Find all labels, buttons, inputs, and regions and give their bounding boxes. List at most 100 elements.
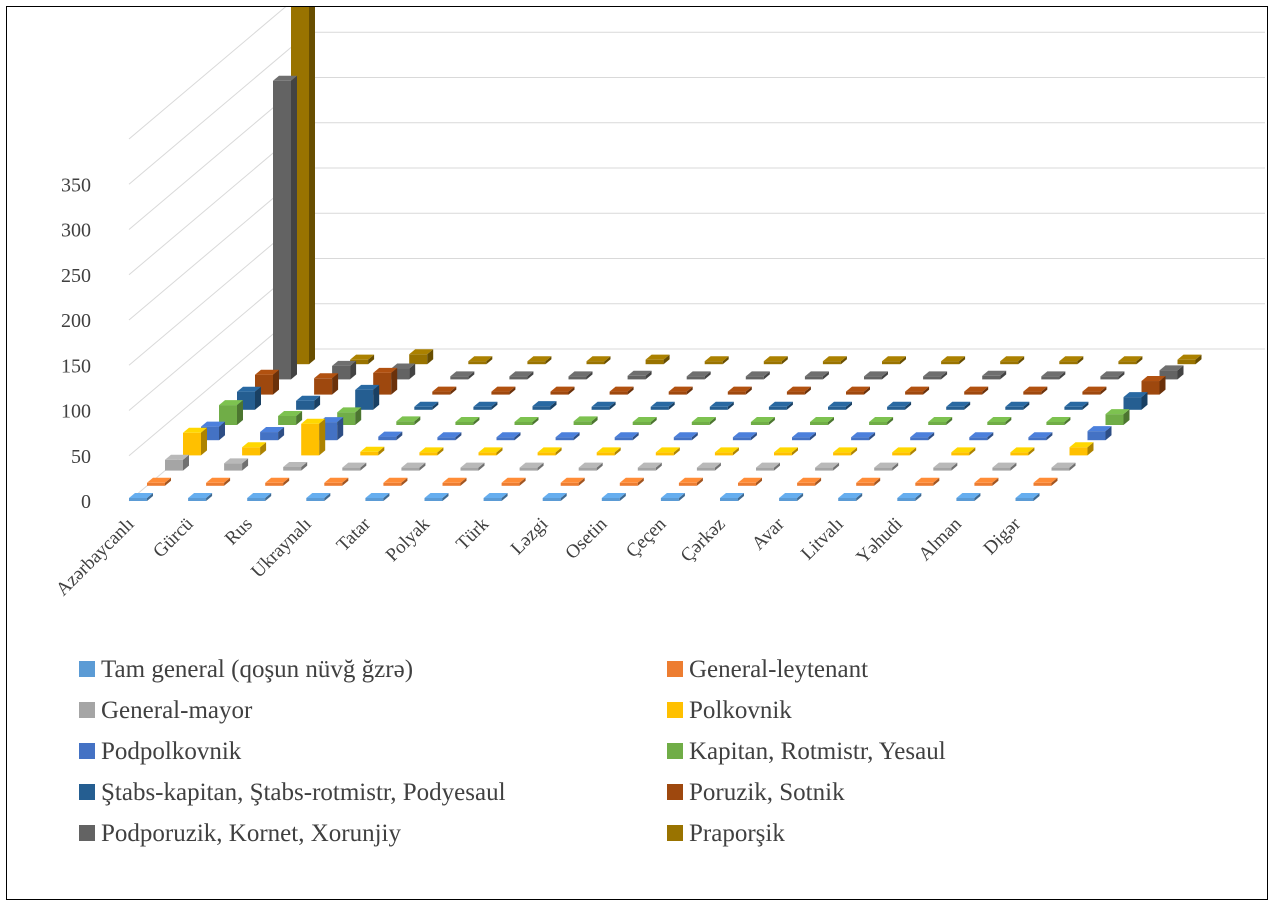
bar <box>941 356 966 365</box>
bar <box>542 493 567 501</box>
bar <box>1033 477 1058 486</box>
bar <box>1051 462 1076 471</box>
bar <box>951 447 976 456</box>
bar <box>1105 409 1130 425</box>
bar <box>815 462 840 471</box>
bar <box>424 493 449 501</box>
legend-label: General-leytenant <box>689 656 868 683</box>
legend-swatch <box>79 743 95 759</box>
legend-label: Praporşik <box>689 820 785 847</box>
bar <box>129 493 153 501</box>
bar <box>1010 447 1035 456</box>
bar <box>473 401 498 410</box>
bar <box>1069 442 1094 456</box>
bar <box>147 477 171 486</box>
bar <box>874 462 899 471</box>
bar <box>550 386 575 395</box>
y-tick-label: 250 <box>61 265 91 287</box>
bar <box>260 427 285 441</box>
bar <box>838 493 863 501</box>
bar <box>401 462 426 471</box>
bar <box>738 477 762 486</box>
legend-swatch <box>667 702 683 718</box>
x-tick-label: Gürcü <box>149 513 198 562</box>
bar <box>591 401 616 410</box>
bar <box>910 432 935 441</box>
x-tick-label: Litvalı <box>797 514 848 565</box>
bar <box>982 370 1007 380</box>
bar <box>869 417 894 425</box>
legend-label: Podpolkovnik <box>101 738 242 765</box>
bar <box>1159 365 1184 380</box>
x-tick-label: Alman <box>915 513 967 565</box>
bar <box>864 371 888 380</box>
gridline <box>128 7 287 140</box>
bar <box>183 427 207 456</box>
bar <box>365 493 390 501</box>
bar <box>1123 392 1148 410</box>
legend-label: Tam general (qoşun nüvğ ğzrə) <box>101 656 413 683</box>
bar <box>1005 401 1030 410</box>
bar <box>555 432 580 441</box>
bar <box>732 432 757 441</box>
bar <box>964 386 989 395</box>
bar <box>637 462 662 471</box>
y-tick-label: 200 <box>61 310 91 332</box>
x-tick-label: Rus <box>221 514 257 550</box>
y-tick-label: 0 <box>81 491 91 513</box>
bar <box>419 447 444 456</box>
legend-item: Podporuzik, Kornet, Xorunjiy <box>79 820 401 847</box>
legend-item: General-leytenant <box>667 656 868 683</box>
bar <box>578 462 603 471</box>
bar <box>856 477 881 486</box>
bar <box>1177 354 1202 365</box>
bar <box>804 371 829 380</box>
legend-item: Kapitan, Rotmistr, Yesaul <box>667 738 946 765</box>
bar <box>1023 386 1048 395</box>
bar <box>745 371 770 380</box>
bar <box>609 386 634 395</box>
bar <box>273 75 297 380</box>
bar <box>763 356 788 365</box>
legend-label: Polkovnik <box>689 697 792 724</box>
bar <box>383 477 408 486</box>
legend-label: Kapitan, Rotmistr, Yesaul <box>689 738 946 765</box>
bar <box>655 447 680 456</box>
legend-swatch <box>667 825 683 841</box>
bar <box>391 363 416 380</box>
bar <box>219 400 243 425</box>
bar <box>468 356 493 365</box>
bar <box>360 446 385 456</box>
bar <box>206 477 231 486</box>
bar <box>632 417 657 425</box>
bar <box>283 461 308 471</box>
bar <box>491 386 516 395</box>
bar <box>756 462 780 471</box>
bar <box>601 493 626 501</box>
bar <box>650 401 675 410</box>
x-tick-label: Türk <box>452 513 493 554</box>
bar <box>455 417 480 425</box>
bar <box>350 354 375 365</box>
x-tick-label: Çərkəz <box>677 514 730 567</box>
bar <box>851 432 876 441</box>
legend-swatch <box>79 825 95 841</box>
bar <box>1015 493 1040 501</box>
bar <box>596 447 621 456</box>
bar <box>1041 371 1066 380</box>
bar <box>586 356 611 365</box>
bar <box>188 493 213 501</box>
bar <box>923 371 948 380</box>
bar <box>414 401 439 410</box>
bar <box>928 417 953 425</box>
bar <box>437 432 462 441</box>
bar <box>324 477 349 486</box>
bar <box>342 462 367 471</box>
bar <box>720 493 744 501</box>
bar <box>727 386 752 395</box>
bar <box>378 431 403 441</box>
bar <box>1046 417 1071 425</box>
bar <box>373 367 398 395</box>
y-tick-label: 100 <box>61 401 91 423</box>
bar <box>537 447 562 456</box>
